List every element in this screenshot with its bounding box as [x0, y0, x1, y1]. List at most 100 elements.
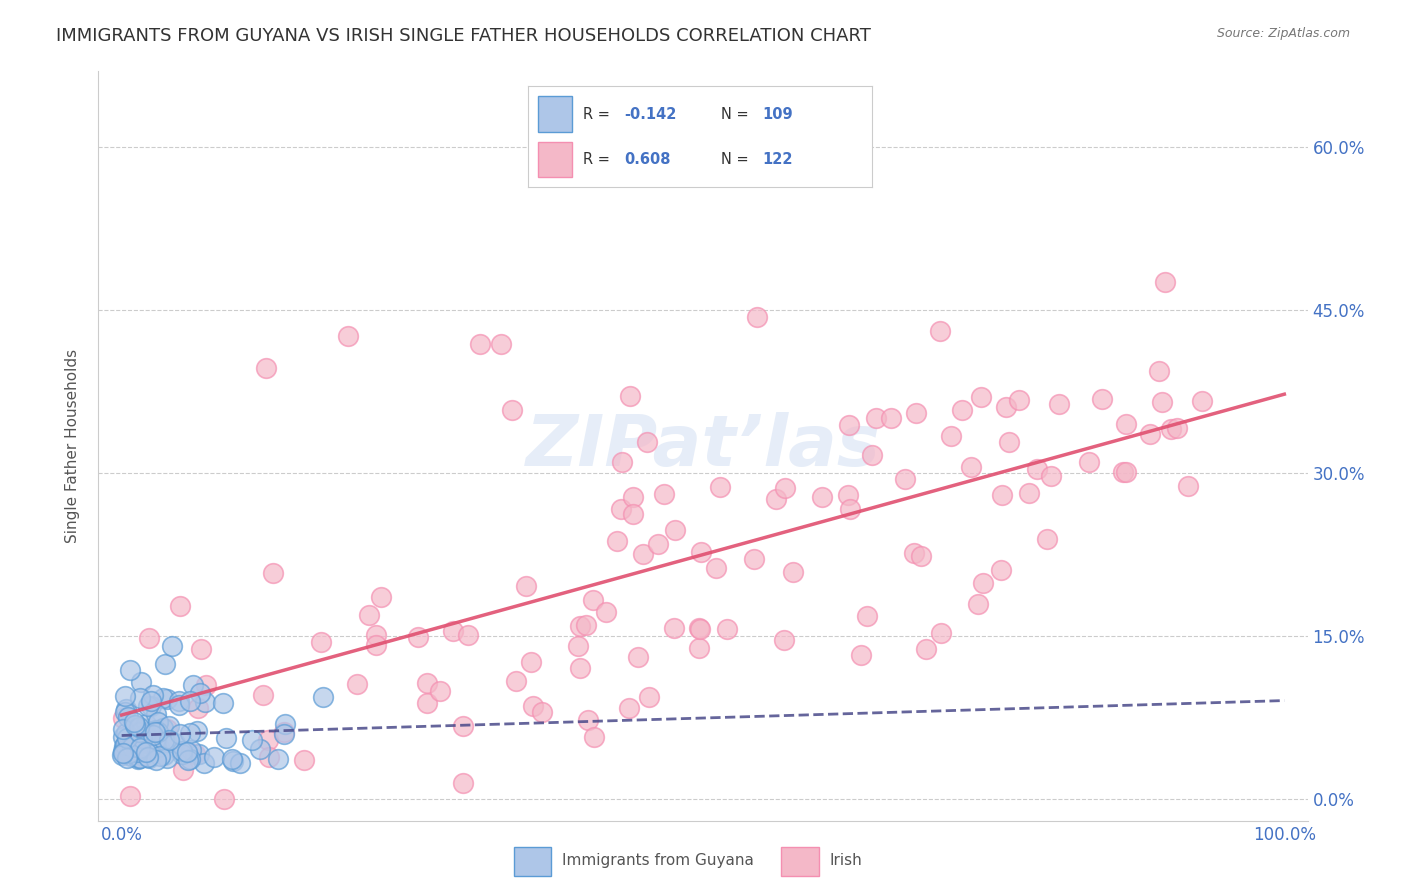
Text: IMMIGRANTS FROM GUYANA VS IRISH SINGLE FATHER HOUSEHOLDS CORRELATION CHART: IMMIGRANTS FROM GUYANA VS IRISH SINGLE F…	[56, 27, 872, 45]
Point	[257, 733, 280, 747]
Point	[153, 657, 176, 672]
Point	[179, 693, 201, 707]
Point	[638, 690, 661, 704]
Point	[155, 722, 177, 736]
Point	[364, 628, 387, 642]
Point	[451, 719, 474, 733]
Point	[148, 714, 170, 729]
Point	[773, 632, 796, 647]
Point	[860, 448, 883, 462]
Point	[120, 663, 142, 677]
Point	[489, 337, 512, 351]
Point	[765, 491, 787, 506]
Point	[451, 776, 474, 790]
Point	[745, 310, 768, 324]
Point	[112, 744, 135, 758]
Point	[1154, 275, 1177, 289]
Point	[128, 720, 150, 734]
Point	[568, 619, 591, 633]
Point	[849, 648, 872, 662]
Point	[190, 642, 212, 657]
Point	[155, 734, 177, 748]
Point	[153, 733, 176, 747]
Point	[309, 635, 332, 649]
Point	[610, 502, 633, 516]
Point	[152, 721, 174, 735]
FancyBboxPatch shape	[782, 847, 818, 876]
Point	[257, 749, 280, 764]
Point	[346, 677, 368, 691]
Point	[1008, 393, 1031, 408]
Point	[129, 741, 152, 756]
Point	[127, 752, 149, 766]
Point	[229, 756, 252, 771]
Point	[1177, 479, 1199, 493]
Point	[120, 744, 142, 758]
Point	[1112, 465, 1135, 479]
Point	[273, 726, 295, 740]
Point	[115, 751, 138, 765]
Point	[716, 622, 738, 636]
Point	[406, 630, 429, 644]
Point	[129, 751, 152, 765]
Point	[1160, 422, 1182, 436]
Point	[139, 741, 162, 756]
Point	[879, 410, 901, 425]
Point	[112, 739, 135, 753]
Point	[138, 725, 160, 739]
Point	[194, 695, 217, 709]
Point	[188, 686, 211, 700]
Point	[129, 674, 152, 689]
Point	[180, 743, 202, 757]
Point	[1147, 364, 1170, 378]
Point	[950, 402, 973, 417]
Point	[647, 537, 669, 551]
Text: ZIPat’las: ZIPat’las	[526, 411, 880, 481]
Point	[145, 753, 167, 767]
Point	[576, 713, 599, 727]
Point	[1036, 533, 1059, 547]
Point	[468, 337, 491, 351]
Point	[179, 752, 201, 766]
Point	[142, 689, 165, 703]
Point	[910, 549, 932, 563]
Point	[990, 563, 1012, 577]
Point	[118, 737, 141, 751]
Point	[582, 593, 605, 607]
Point	[165, 736, 187, 750]
Point	[929, 324, 952, 338]
Point	[145, 707, 167, 722]
Point	[115, 702, 138, 716]
Point	[114, 689, 136, 703]
Point	[212, 792, 235, 806]
Point	[838, 417, 860, 432]
Point	[606, 533, 628, 548]
Point	[153, 748, 176, 763]
Point	[706, 561, 728, 575]
Y-axis label: Single Father Households: Single Father Households	[65, 349, 80, 543]
Point	[143, 733, 166, 747]
Point	[111, 722, 134, 736]
Point	[568, 661, 591, 675]
Point	[172, 764, 194, 778]
Point	[114, 738, 136, 752]
Point	[145, 723, 167, 738]
Point	[252, 688, 274, 702]
Point	[1040, 468, 1063, 483]
Point	[121, 741, 143, 756]
Point	[370, 591, 392, 605]
Point	[575, 618, 598, 632]
Point	[177, 753, 200, 767]
Point	[1166, 421, 1188, 435]
Point	[169, 599, 191, 613]
Point	[152, 691, 174, 706]
Point	[181, 678, 204, 692]
Text: Immigrants from Guyana: Immigrants from Guyana	[562, 854, 754, 868]
Point	[124, 733, 146, 747]
Point	[662, 621, 685, 635]
Point	[121, 740, 143, 755]
Point	[782, 566, 804, 580]
Point	[1191, 393, 1213, 408]
Point	[688, 641, 710, 656]
Point	[128, 737, 150, 751]
